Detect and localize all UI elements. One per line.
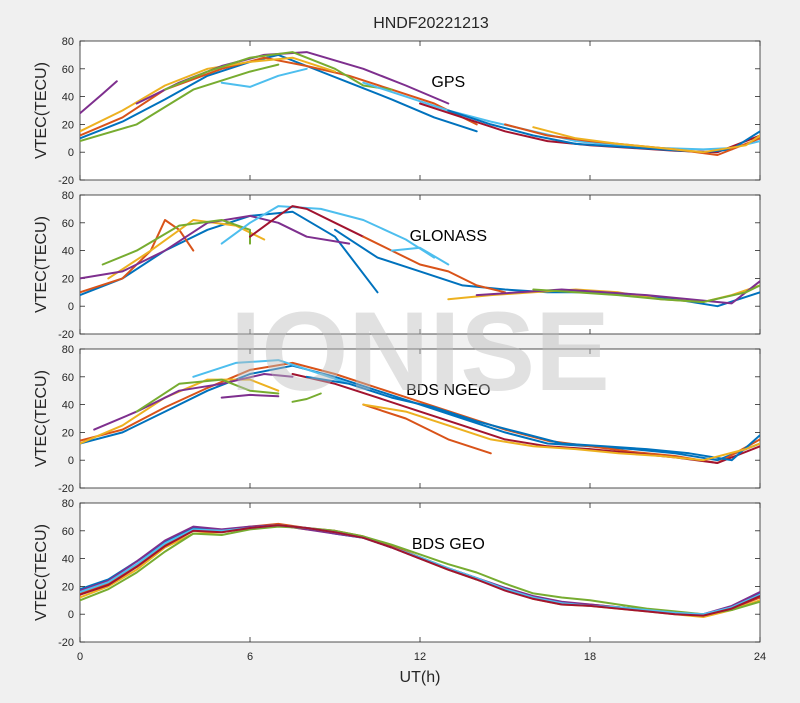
y-axis-label: VTEC(TECU) bbox=[33, 370, 50, 467]
panel-3: -20 0 20 40 60 80 BDS NGEO VTEC(TECU) bbox=[33, 344, 761, 495]
series-line bbox=[164, 51, 393, 91]
panel-label: BDS GEO bbox=[412, 536, 485, 553]
series-line bbox=[362, 235, 506, 294]
series-line bbox=[362, 403, 760, 462]
series-line bbox=[532, 284, 760, 303]
y-axis-label: VTEC(TECU) bbox=[33, 216, 50, 313]
series-line bbox=[192, 359, 351, 385]
panel-label: GLONASS bbox=[410, 228, 487, 245]
series-group bbox=[80, 359, 760, 464]
series-line bbox=[220, 393, 280, 399]
series-line bbox=[80, 361, 760, 464]
y-tick-label: 0 bbox=[68, 609, 74, 621]
y-tick-label: 60 bbox=[62, 64, 74, 76]
y-tick-label: -20 bbox=[58, 175, 74, 187]
series-line bbox=[362, 403, 492, 455]
y-tick-label: 0 bbox=[68, 147, 74, 159]
series-line bbox=[447, 109, 760, 154]
series-line bbox=[80, 63, 280, 143]
chart-title: HNDF20221213 bbox=[373, 15, 489, 32]
y-tick-label: -20 bbox=[58, 637, 74, 649]
series-line bbox=[532, 126, 760, 154]
y-tick-label: 40 bbox=[62, 554, 74, 566]
series-line bbox=[80, 524, 760, 616]
y-axis-label: VTEC(TECU) bbox=[33, 524, 50, 621]
y-tick-label: 40 bbox=[62, 246, 74, 258]
series-line bbox=[220, 67, 308, 88]
y-tick-label: 60 bbox=[62, 526, 74, 538]
y-tick-label: 80 bbox=[62, 190, 74, 202]
y-tick-label: 60 bbox=[62, 218, 74, 230]
x-axis-label: UT(h) bbox=[400, 669, 441, 686]
x-tick-label: 12 bbox=[414, 651, 426, 663]
series-line bbox=[107, 219, 266, 280]
x-tick-label: 24 bbox=[754, 651, 766, 663]
y-tick-label: 80 bbox=[62, 344, 74, 356]
plot-area bbox=[79, 502, 761, 643]
y-tick-label: 0 bbox=[68, 301, 74, 313]
series-line bbox=[80, 56, 478, 137]
series-line bbox=[93, 373, 294, 431]
series-line bbox=[249, 205, 365, 238]
series-line bbox=[291, 392, 322, 403]
series-line bbox=[362, 81, 760, 151]
series-line bbox=[305, 375, 760, 462]
series-line bbox=[80, 219, 195, 294]
series-line bbox=[475, 280, 760, 305]
x-tick-label: 6 bbox=[247, 651, 253, 663]
series-line bbox=[80, 56, 336, 133]
x-tick-label: 18 bbox=[584, 651, 596, 663]
y-tick-label: 80 bbox=[62, 36, 74, 48]
series-line bbox=[135, 378, 280, 413]
y-tick-label: 0 bbox=[68, 455, 74, 467]
series-line bbox=[390, 246, 450, 266]
watermark: IONISE bbox=[230, 289, 610, 414]
y-tick-label: -20 bbox=[58, 329, 74, 341]
series-line bbox=[220, 205, 436, 259]
y-axis-label: VTEC(TECU) bbox=[33, 62, 50, 159]
y-tick-label: 60 bbox=[62, 372, 74, 384]
series-line bbox=[80, 214, 351, 280]
y-tick-label: 20 bbox=[62, 427, 74, 439]
series-line bbox=[80, 80, 118, 115]
panel-1: -20 0 20 40 60 80 GPS VTEC(TECU) bbox=[33, 36, 761, 187]
panel-label: GPS bbox=[431, 74, 465, 91]
y-tick-label: -20 bbox=[58, 483, 74, 495]
panel-2: -20 0 20 40 60 80 GLONASS VTEC(TECU) bbox=[33, 190, 761, 341]
series-group bbox=[80, 51, 760, 156]
series-group bbox=[80, 522, 760, 618]
series-line bbox=[80, 525, 760, 616]
panel-label: BDS NGEO bbox=[406, 382, 490, 399]
y-tick-label: 20 bbox=[62, 581, 74, 593]
y-tick-label: 20 bbox=[62, 273, 74, 285]
x-tick-label: 0 bbox=[77, 651, 83, 663]
series-group bbox=[80, 205, 760, 308]
series-line bbox=[80, 524, 760, 617]
y-tick-label: 40 bbox=[62, 92, 74, 104]
y-tick-label: 40 bbox=[62, 400, 74, 412]
series-line bbox=[101, 219, 251, 266]
y-tick-label: 80 bbox=[62, 498, 74, 510]
y-tick-label: 20 bbox=[62, 119, 74, 131]
